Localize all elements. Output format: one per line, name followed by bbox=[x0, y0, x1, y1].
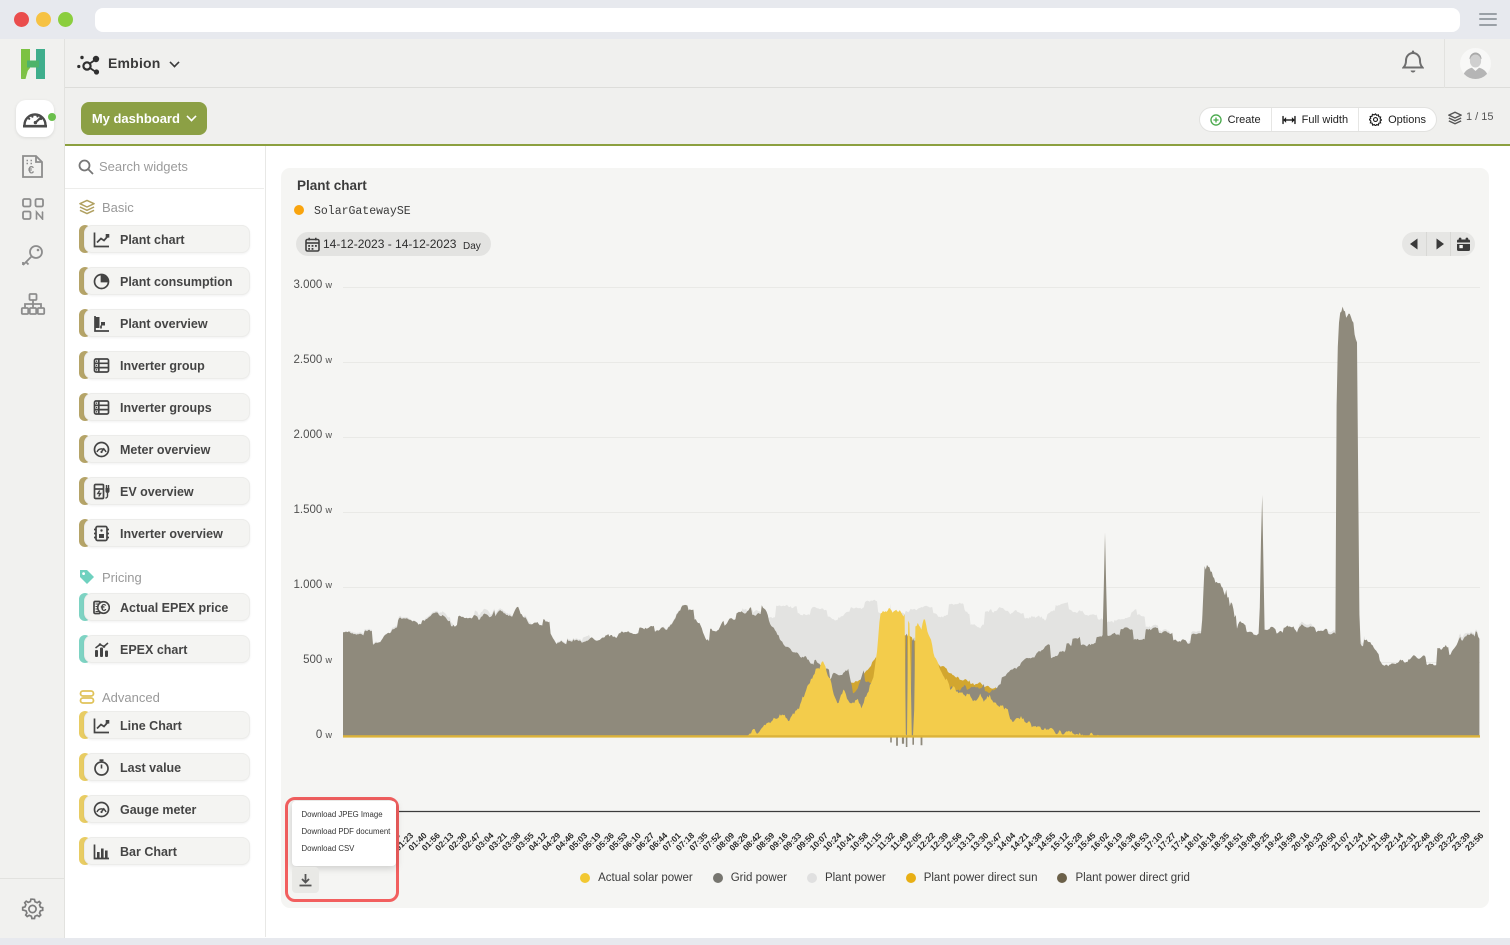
svg-text:€: € bbox=[28, 165, 34, 177]
svg-text:€: € bbox=[101, 602, 107, 614]
